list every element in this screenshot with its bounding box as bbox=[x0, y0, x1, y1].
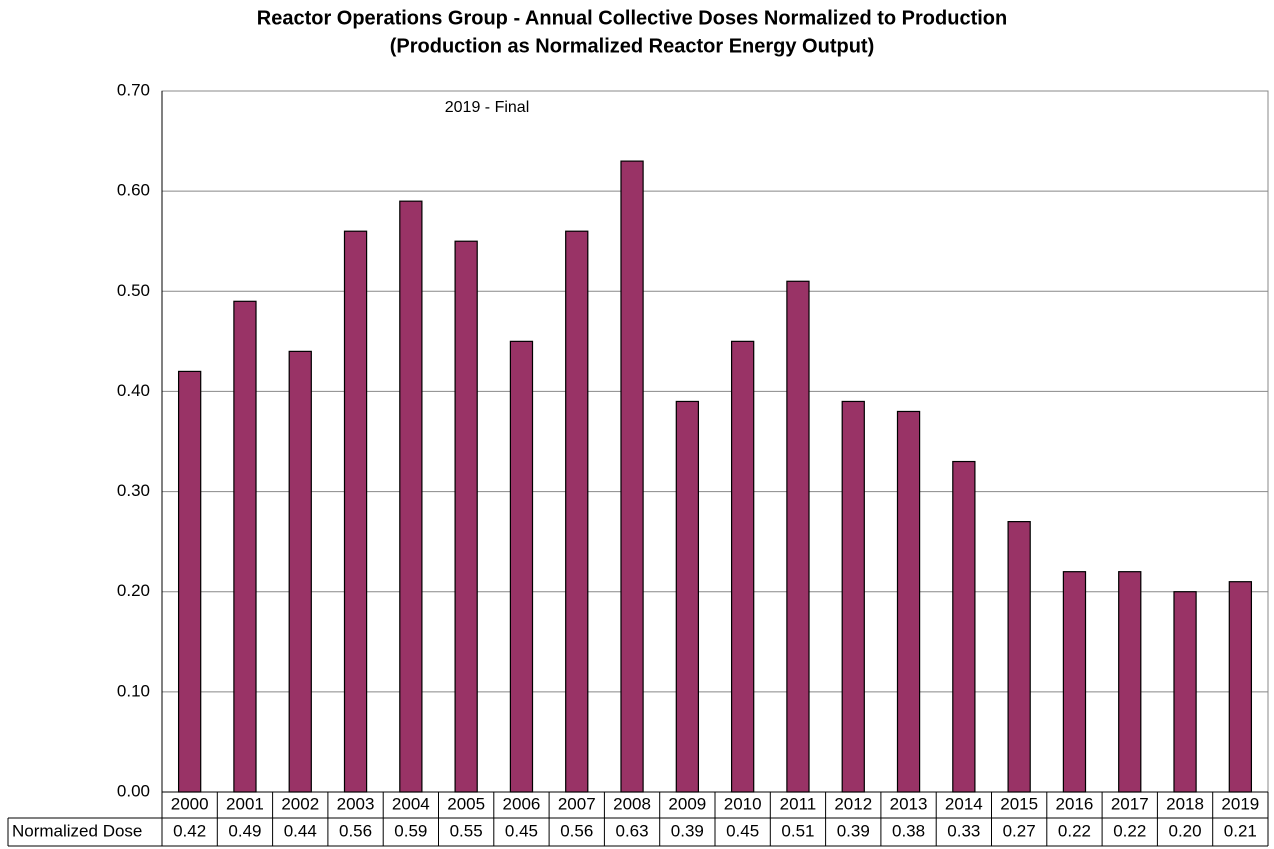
table-value: 0.59 bbox=[394, 821, 427, 840]
x-tick-label: 2002 bbox=[281, 794, 319, 813]
bar bbox=[1007, 521, 1031, 793]
table-value: 0.21 bbox=[1224, 821, 1257, 840]
table-value: 0.44 bbox=[284, 821, 317, 840]
bar bbox=[233, 300, 257, 793]
bar bbox=[952, 460, 976, 793]
bar bbox=[509, 340, 534, 793]
y-tick-label: 0.60 bbox=[117, 181, 150, 200]
table-value: 0.55 bbox=[450, 821, 483, 840]
bar bbox=[730, 340, 755, 793]
table-value: 0.20 bbox=[1169, 821, 1202, 840]
x-tick-label: 2015 bbox=[1000, 794, 1038, 813]
x-tick-label: 2012 bbox=[834, 794, 872, 813]
table-value: 0.42 bbox=[173, 821, 206, 840]
bar bbox=[565, 230, 589, 793]
x-tick-label: 2005 bbox=[447, 794, 485, 813]
y-tick-label: 0.00 bbox=[117, 781, 150, 800]
bar bbox=[1173, 591, 1197, 793]
bar bbox=[675, 400, 700, 793]
x-tick-label: 2007 bbox=[558, 794, 596, 813]
table-value: 0.45 bbox=[505, 821, 538, 840]
bar bbox=[177, 370, 202, 793]
bar bbox=[399, 200, 423, 793]
table-value: 0.39 bbox=[671, 821, 704, 840]
x-tick-label: 2003 bbox=[337, 794, 375, 813]
bar bbox=[343, 230, 368, 793]
x-tick-label: 2014 bbox=[945, 794, 983, 813]
y-tick-label: 0.20 bbox=[117, 581, 150, 600]
table-value: 0.39 bbox=[837, 821, 870, 840]
bar bbox=[786, 280, 810, 793]
x-tick-label: 2001 bbox=[226, 794, 264, 813]
bar bbox=[841, 400, 865, 793]
x-tick-label: 2000 bbox=[171, 794, 209, 813]
x-tick-label: 2017 bbox=[1111, 794, 1149, 813]
y-tick-label: 0.70 bbox=[117, 80, 150, 99]
table-value: 0.33 bbox=[947, 821, 980, 840]
x-tick-label: 2009 bbox=[668, 794, 706, 813]
table-row-label: Normalized Dose bbox=[12, 821, 142, 840]
table-value: 0.45 bbox=[726, 821, 759, 840]
x-tick-label: 2010 bbox=[724, 794, 762, 813]
table-value: 0.22 bbox=[1058, 821, 1091, 840]
bar bbox=[620, 160, 644, 793]
table-value: 0.51 bbox=[781, 821, 814, 840]
x-tick-label: 2016 bbox=[1056, 794, 1094, 813]
table-value: 0.56 bbox=[339, 821, 372, 840]
bar bbox=[1118, 571, 1142, 793]
bar bbox=[1062, 571, 1087, 793]
x-tick-label: 2011 bbox=[780, 794, 817, 813]
x-tick-label: 2019 bbox=[1221, 794, 1259, 813]
x-tick-label: 2004 bbox=[392, 794, 430, 813]
bar bbox=[288, 350, 312, 793]
y-tick-label: 0.40 bbox=[117, 381, 150, 400]
table-value: 0.38 bbox=[892, 821, 925, 840]
table-value: 0.49 bbox=[228, 821, 261, 840]
y-tick-label: 0.50 bbox=[117, 281, 150, 300]
chart-title: Reactor Operations Group - Annual Collec… bbox=[257, 7, 1007, 29]
x-tick-label: 2018 bbox=[1166, 794, 1204, 813]
y-tick-label: 0.10 bbox=[117, 681, 150, 700]
x-tick-label: 2006 bbox=[503, 794, 541, 813]
chart-subtitle: (Production as Normalized Reactor Energy… bbox=[390, 35, 875, 57]
bar bbox=[454, 240, 478, 793]
table-value: 0.56 bbox=[560, 821, 593, 840]
bar bbox=[1228, 581, 1253, 793]
annotation: 2019 - Final bbox=[445, 99, 530, 116]
x-tick-label: 2008 bbox=[613, 794, 651, 813]
y-tick-label: 0.30 bbox=[117, 481, 150, 500]
table-value: 0.22 bbox=[1113, 821, 1146, 840]
table-value: 0.63 bbox=[616, 821, 649, 840]
table-value: 0.27 bbox=[1003, 821, 1036, 840]
bar bbox=[896, 410, 921, 793]
plot-border bbox=[161, 90, 1269, 793]
x-tick-label: 2013 bbox=[890, 794, 928, 813]
